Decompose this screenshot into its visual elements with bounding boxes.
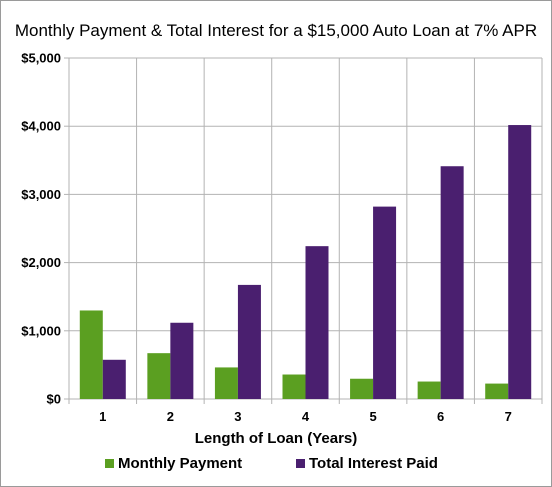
grid-layer	[68, 57, 543, 404]
x-tick-label: 7	[505, 409, 512, 424]
x-tick-label: 1	[99, 409, 106, 424]
bar-monthly-payment	[417, 381, 441, 399]
x-axis: 1 2 3 4 5 6 7	[99, 409, 512, 424]
bar-total-interest-paid	[237, 284, 261, 399]
chart-title: Monthly Payment & Total Interest for a $…	[15, 21, 537, 40]
bar-total-interest-paid	[170, 322, 194, 399]
bar-monthly-payment	[147, 353, 171, 399]
y-tick-label: $2,000	[21, 255, 61, 270]
bar-total-interest-paid	[102, 359, 126, 399]
legend-swatch	[105, 459, 114, 468]
y-tick-label: $4,000	[21, 119, 61, 134]
x-tick-label: 4	[302, 409, 310, 424]
bar-monthly-payment	[214, 367, 238, 399]
bars-layer	[79, 125, 532, 400]
legend-swatch	[296, 459, 305, 468]
legend-label: Total Interest Paid	[309, 455, 438, 472]
bar-monthly-payment	[350, 378, 374, 399]
legend: Monthly Payment Total Interest Paid	[105, 455, 438, 472]
bar-total-interest-paid	[373, 206, 397, 399]
y-tick-label: $0	[47, 392, 61, 407]
bar-monthly-payment	[79, 310, 103, 399]
x-axis-label: Length of Loan (Years)	[195, 430, 358, 447]
bar-monthly-payment	[485, 383, 509, 399]
bar-monthly-payment	[282, 374, 306, 399]
y-tick-label: $3,000	[21, 187, 61, 202]
bar-total-interest-paid	[508, 125, 532, 400]
x-tick-label: 5	[369, 409, 376, 424]
y-tick-label: $1,000	[21, 323, 61, 338]
legend-label: Monthly Payment	[118, 455, 242, 472]
x-tick-label: 3	[234, 409, 241, 424]
y-tick-label: $5,000	[21, 51, 61, 66]
x-tick-label: 2	[167, 409, 174, 424]
y-axis: $0 $1,000 $2,000 $3,000 $4,000 $5,000	[21, 51, 69, 407]
bar-total-interest-paid	[440, 166, 464, 399]
x-tick-label: 6	[437, 409, 444, 424]
bar-total-interest-paid	[305, 246, 329, 399]
